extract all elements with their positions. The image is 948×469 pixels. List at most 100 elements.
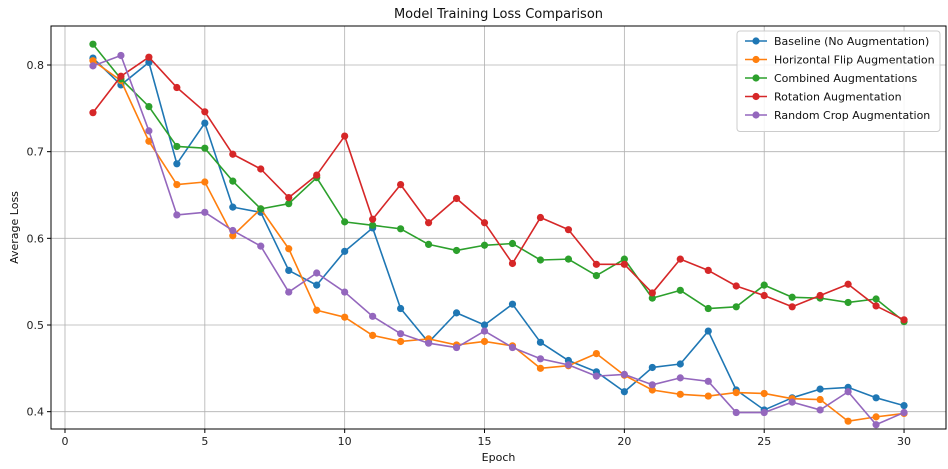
legend-swatch-marker (752, 55, 760, 64)
data-point (592, 260, 600, 268)
data-point (424, 219, 433, 227)
data-point (648, 363, 656, 372)
data-point (117, 72, 125, 80)
data-point (648, 381, 656, 389)
data-point (872, 302, 880, 310)
data-point (480, 337, 489, 346)
data-point (257, 165, 265, 173)
data-point (89, 40, 97, 48)
data-point (229, 232, 237, 240)
data-point (341, 247, 349, 255)
legend-swatch-marker (752, 111, 760, 119)
data-point (620, 388, 628, 396)
data-point (369, 221, 377, 229)
data-point (648, 386, 656, 394)
data-point (452, 309, 461, 317)
data-point (173, 83, 181, 92)
x-tick-label: 30 (897, 435, 911, 448)
data-point (872, 394, 880, 402)
data-point (732, 389, 740, 397)
data-point (536, 256, 545, 264)
data-point (536, 338, 545, 346)
data-point (341, 132, 349, 140)
data-point (816, 406, 824, 414)
grid-lines (51, 26, 946, 429)
data-point (676, 374, 684, 382)
data-point (201, 119, 209, 127)
data-point (872, 295, 880, 303)
data-point (480, 219, 489, 227)
data-point (285, 288, 293, 296)
series-group (89, 51, 908, 429)
legend-label: Rotation Augmentation (774, 91, 902, 104)
data-point (397, 330, 405, 338)
data-point (201, 108, 209, 116)
data-point (229, 177, 237, 185)
data-point (900, 402, 908, 410)
y-axis-title: Average Loss (8, 191, 21, 264)
data-point (760, 281, 768, 289)
data-point (145, 103, 153, 111)
data-point (900, 408, 908, 417)
data-point (648, 289, 656, 297)
data-point (844, 388, 852, 396)
data-point (397, 304, 405, 313)
y-tick-label: 0.5 (27, 319, 45, 332)
series-line (92, 57, 905, 411)
data-point (229, 150, 237, 158)
data-point (201, 208, 209, 216)
data-point (732, 408, 740, 417)
data-point (564, 255, 573, 263)
data-point (704, 304, 712, 313)
data-point (313, 281, 321, 289)
data-point (89, 57, 97, 65)
x-tick-label: 5 (201, 435, 208, 448)
y-tick-label: 0.7 (27, 146, 45, 159)
x-tick-label: 20 (617, 435, 631, 448)
data-point (201, 178, 209, 186)
data-point (424, 339, 433, 347)
x-tick-label: 25 (757, 435, 771, 448)
data-point (536, 355, 545, 363)
data-point (816, 395, 824, 404)
legend-swatch-marker (752, 37, 760, 45)
data-point (788, 293, 796, 301)
data-point (313, 306, 321, 314)
data-point (145, 58, 153, 66)
data-point (676, 255, 684, 263)
data-point (452, 194, 461, 203)
legend: Baseline (No Augmentation) Horizontal Fli… (736, 30, 941, 132)
data-point (564, 361, 573, 369)
data-point (536, 364, 545, 372)
legend-swatch-marker (752, 92, 760, 101)
legend-swatch-marker (752, 74, 760, 82)
data-point (872, 421, 880, 429)
data-point (648, 294, 656, 302)
data-point (676, 286, 684, 294)
data-point (117, 51, 125, 60)
data-point (508, 343, 517, 352)
data-point (145, 137, 153, 145)
data-point (900, 316, 908, 324)
legend-label: Baseline (No Augmentation) (774, 35, 929, 48)
data-point (397, 181, 405, 189)
data-point (89, 109, 97, 117)
data-point (452, 246, 461, 255)
data-point (285, 266, 293, 274)
data-point (536, 213, 545, 222)
data-point (480, 327, 489, 335)
chart-title: Model Training Loss Comparison (394, 7, 603, 22)
legend-label: Random Crop Augmentation (774, 109, 930, 122)
data-point (508, 239, 517, 248)
data-point (145, 53, 153, 61)
legend-label: Combined Augmentations (774, 72, 917, 85)
series-line (92, 54, 905, 426)
data-point (564, 226, 573, 234)
data-point (704, 266, 712, 274)
data-point (732, 282, 740, 290)
data-point (369, 215, 377, 223)
data-point (704, 392, 712, 400)
data-point (760, 408, 768, 417)
series-layer (89, 40, 908, 429)
